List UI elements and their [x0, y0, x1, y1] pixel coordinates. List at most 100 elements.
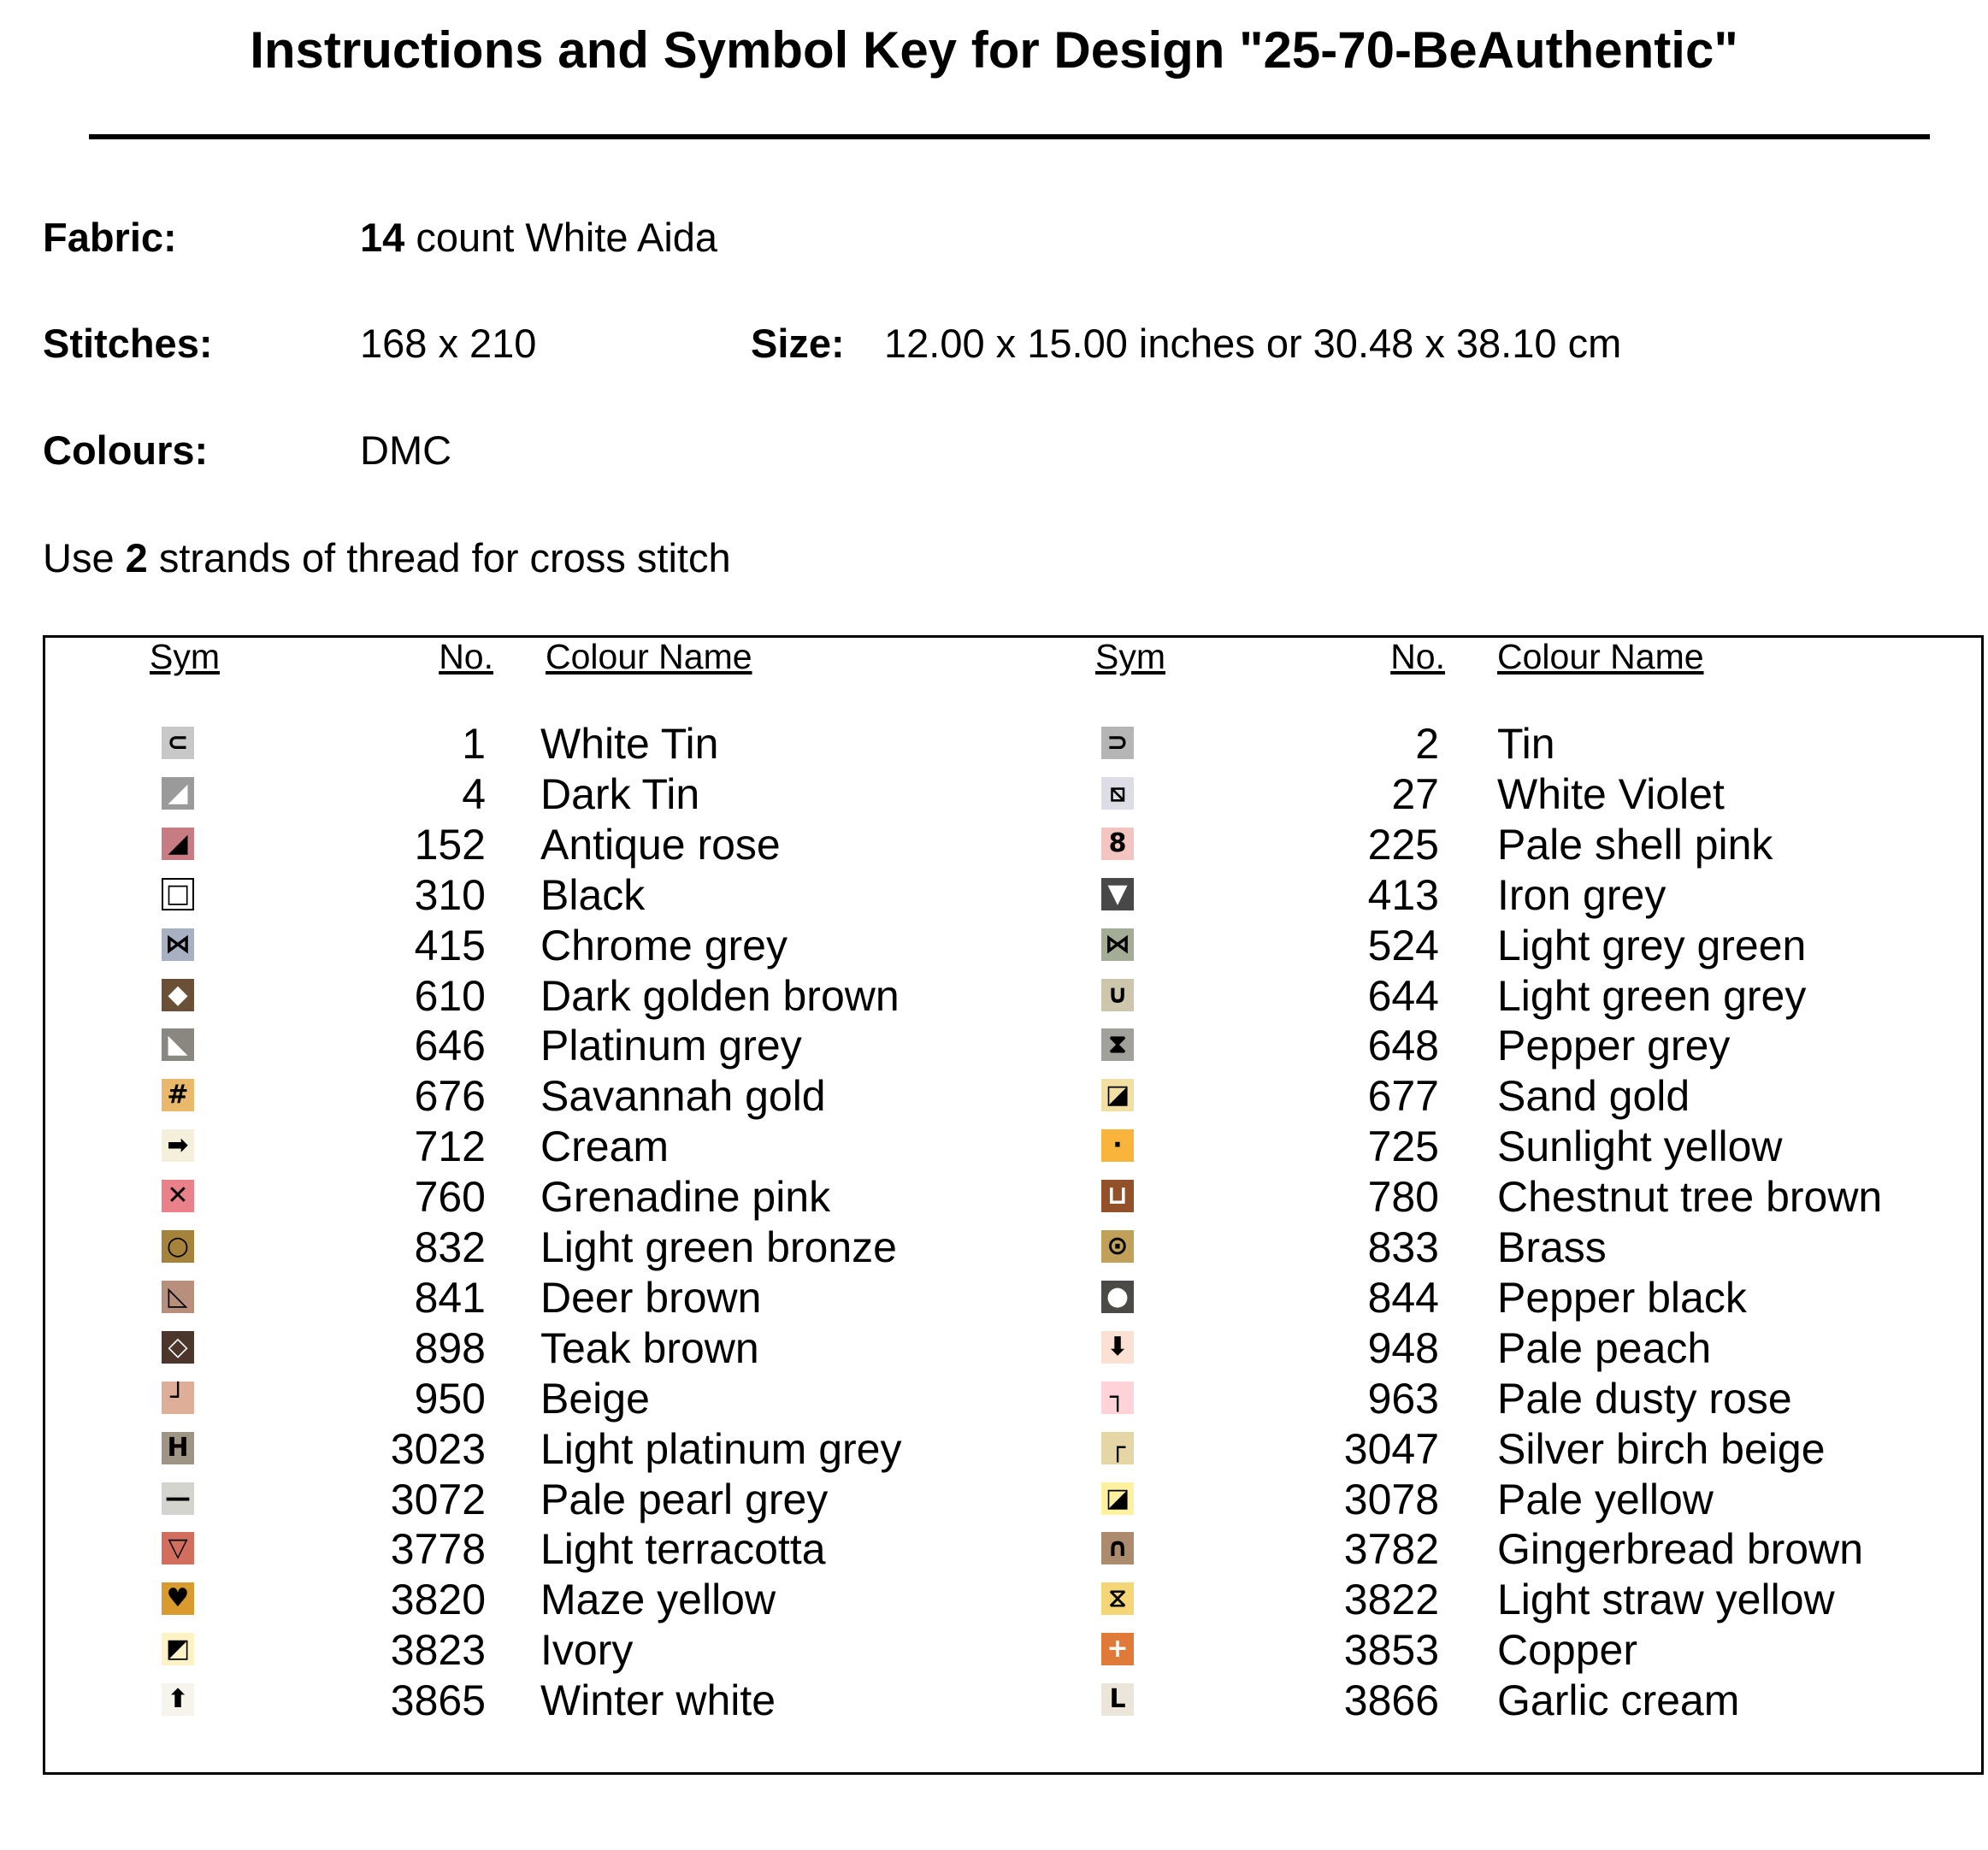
strands-post: strands of thread for cross stitch: [158, 535, 731, 580]
symbol-swatch: □: [162, 877, 194, 910]
colour-name: Pale dusty rose: [1497, 1374, 1792, 1423]
colour-name: Winter white: [540, 1676, 776, 1725]
symbol-key-box: [43, 635, 1984, 1775]
colour-number: 646: [414, 1022, 486, 1070]
fabric-text: count White Aida: [416, 215, 718, 260]
colour-name: Pale yellow: [1497, 1475, 1714, 1523]
colour-number: 898: [414, 1323, 486, 1372]
colour-name: Chrome grey: [540, 921, 788, 969]
colour-number: 725: [1367, 1122, 1439, 1171]
colour-number: 3078: [1343, 1475, 1439, 1523]
symbol-swatch: ⧗: [1101, 1028, 1134, 1062]
fabric-value: 14 count White Aida: [360, 214, 717, 261]
colour-number: 3853: [1343, 1626, 1439, 1675]
symbol-swatch: ⊃: [1101, 727, 1134, 759]
symbol-swatch: ┘: [162, 1381, 194, 1414]
colour-number: 610: [414, 971, 486, 1020]
colour-name: Chestnut tree brown: [1497, 1173, 1883, 1222]
colour-name: Cream: [540, 1122, 670, 1171]
symbol-swatch: ┐: [1101, 1381, 1134, 1414]
colour-number: 3865: [390, 1676, 486, 1725]
symbol-swatch: ⧅: [1101, 776, 1134, 810]
colour-number: 832: [414, 1223, 486, 1271]
colour-name: Dark Tin: [540, 769, 700, 818]
colour-number: 833: [1367, 1223, 1439, 1271]
colour-number: 413: [1367, 870, 1439, 919]
colour-name: Platinum grey: [540, 1022, 802, 1070]
colour-name: Light straw yellow: [1497, 1576, 1835, 1624]
colour-number: 3023: [390, 1424, 486, 1473]
symbol-swatch: ▽: [162, 1532, 194, 1565]
colour-number: 3778: [390, 1525, 486, 1574]
colour-number: 963: [1367, 1374, 1439, 1423]
colour-number: 415: [414, 921, 486, 969]
colour-number: 3782: [1343, 1525, 1439, 1574]
colour-number: 524: [1367, 921, 1439, 969]
colour-name: Pale peach: [1497, 1323, 1712, 1372]
symbol-swatch: L: [1101, 1683, 1134, 1717]
colour-name: Copper: [1497, 1626, 1637, 1675]
colour-number: 760: [414, 1173, 486, 1222]
colours-label: Colours:: [43, 427, 209, 473]
colour-name: Pepper grey: [1497, 1022, 1731, 1070]
colour-number: 3820: [390, 1576, 486, 1624]
colour-name: Pale shell pink: [1497, 820, 1773, 869]
strands-pre: Use: [43, 535, 115, 580]
header-no: No.: [1390, 637, 1445, 676]
colour-name: Light terracotta: [540, 1525, 826, 1574]
symbol-swatch: ⬆: [162, 1683, 194, 1717]
colour-name: Teak brown: [540, 1323, 759, 1372]
stitches-label: Stitches:: [43, 321, 213, 366]
symbol-swatch: ⋈: [1101, 928, 1134, 961]
colour-name: Grenadine pink: [540, 1173, 831, 1222]
colour-number: 841: [414, 1273, 486, 1322]
colour-name: Pepper black: [1497, 1273, 1747, 1322]
colour-name: Sunlight yellow: [1497, 1122, 1783, 1171]
strands-count: 2: [125, 535, 148, 580]
colour-number: 310: [414, 870, 486, 919]
colours-value: DMC: [360, 427, 452, 473]
symbol-swatch: ◆: [162, 978, 194, 1011]
colour-number: 27: [1391, 769, 1439, 818]
symbol-swatch: ◢: [162, 776, 194, 810]
colour-name: Ivory: [540, 1626, 634, 1675]
colour-name: Gingerbread brown: [1497, 1525, 1864, 1574]
colour-name: Tin: [1497, 720, 1555, 768]
symbol-swatch: ⊔: [1101, 1180, 1134, 1213]
stitches-value: 168 x 210: [360, 321, 537, 366]
symbol-swatch: ⋈: [162, 928, 194, 961]
colour-name: Light grey green: [1497, 921, 1807, 969]
colour-name: Black: [540, 870, 646, 919]
fabric-count: 14: [360, 215, 405, 260]
symbol-swatch: +: [1101, 1633, 1134, 1666]
symbol-swatch: ◩: [162, 1633, 194, 1666]
colour-number: 648: [1367, 1022, 1439, 1070]
symbol-swatch: ♥: [162, 1582, 194, 1616]
symbol-swatch: ◇: [162, 1330, 194, 1364]
size-value: 12.00 x 15.00 inches or 30.48 x 38.10 cm: [884, 321, 1622, 366]
colour-number: 844: [1367, 1273, 1439, 1322]
symbol-swatch: ∩: [1101, 1532, 1134, 1565]
colour-number: 2: [1415, 720, 1439, 768]
symbol-swatch: ➡: [162, 1129, 194, 1163]
header-sym: Sym: [150, 637, 220, 676]
symbol-swatch: #: [162, 1079, 194, 1112]
colour-name: White Violet: [1497, 769, 1725, 818]
header-no: No.: [439, 637, 493, 676]
strands-note: Use 2 strands of thread for cross stitch: [43, 534, 731, 581]
divider: [89, 134, 1930, 139]
colour-name: Light platinum grey: [540, 1424, 902, 1473]
colour-number: 3866: [1343, 1676, 1439, 1725]
header-colour-name: Colour Name: [1497, 637, 1704, 676]
colour-number: 677: [1367, 1072, 1439, 1121]
symbol-swatch: ◺: [162, 1280, 194, 1313]
size-label: Size:: [751, 321, 845, 366]
colour-name: Brass: [1497, 1223, 1607, 1271]
colour-name: Maze yellow: [540, 1576, 776, 1624]
colour-name: Silver birch beige: [1497, 1424, 1826, 1473]
colour-name: Beige: [540, 1374, 650, 1423]
symbol-swatch: ◪: [1101, 1079, 1134, 1112]
symbol-swatch: ⊙: [1101, 1230, 1134, 1263]
colour-number: 3072: [390, 1475, 486, 1523]
